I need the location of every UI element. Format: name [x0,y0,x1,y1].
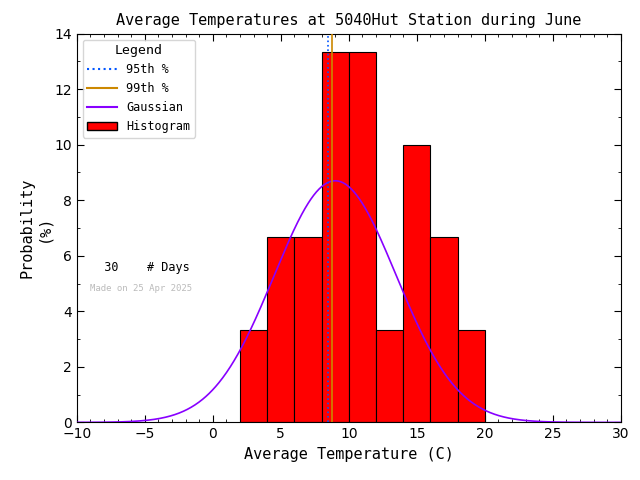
Text: 30    # Days: 30 # Days [90,261,190,274]
Text: Made on 25 Apr 2025: Made on 25 Apr 2025 [90,284,193,293]
Y-axis label: Probability
(%): Probability (%) [19,178,52,278]
X-axis label: Average Temperature (C): Average Temperature (C) [244,447,454,462]
Bar [403,144,431,422]
Bar [376,330,403,422]
Title: Average Temperatures at 5040Hut Station during June: Average Temperatures at 5040Hut Station … [116,13,582,28]
Bar [349,52,376,422]
Bar [240,330,268,422]
Bar [322,52,349,422]
Bar [268,237,294,422]
Legend: 95th %, 99th %, Gaussian, Histogram: 95th %, 99th %, Gaussian, Histogram [83,39,195,138]
Bar [431,237,458,422]
Bar [294,237,322,422]
Bar [458,330,485,422]
